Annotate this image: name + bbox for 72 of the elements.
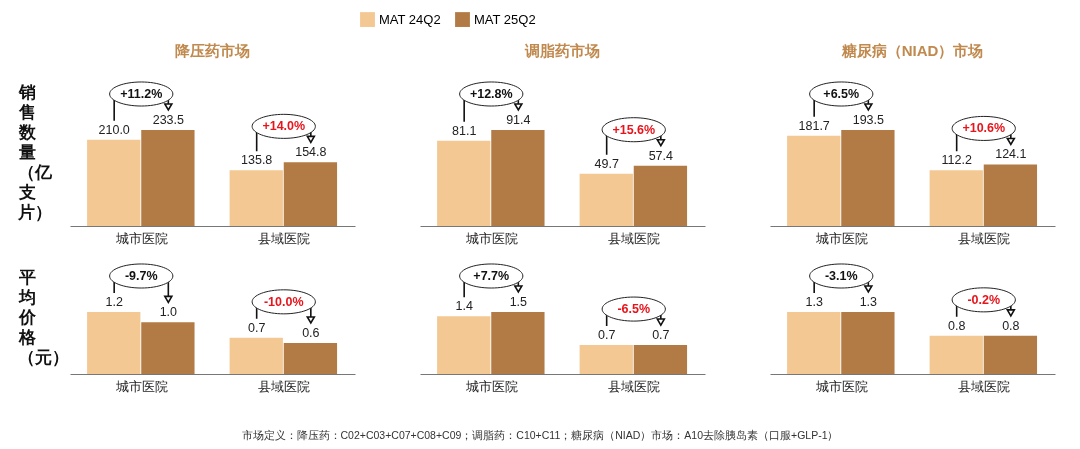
x-tick-label: 县域医院 [258, 230, 311, 246]
y-axis-title: 销售数量（亿支片） [18, 83, 52, 223]
x-tick-label: 城市医院 [114, 378, 168, 394]
bar [229, 337, 283, 374]
y-axis-title: 平均价格（元） [18, 268, 69, 368]
data-label: 112.2 [941, 153, 972, 168]
chart-title: 糖尿病（NIAD）市场 [840, 42, 985, 61]
bar [283, 162, 338, 226]
data-label: 181.7 [798, 118, 830, 133]
bar [87, 139, 141, 226]
bar [283, 343, 338, 374]
text: +7.7% [473, 269, 510, 283]
data-label: 124.1 [995, 147, 1027, 162]
data-label: 193.5 [852, 113, 885, 127]
annotation: +15.6% [612, 122, 656, 137]
data-label: 1.0 [159, 305, 178, 320]
data-label: 210.0 [98, 122, 130, 137]
annotation: +14.0% [262, 119, 306, 134]
data-label: 81.1 [452, 123, 477, 138]
bar [841, 130, 895, 226]
x-tick-label: 城市医院 [814, 378, 868, 394]
data-label: 1.3 [859, 295, 878, 309]
bar [633, 165, 688, 226]
text: +12.8% [469, 87, 513, 101]
bar [787, 135, 841, 226]
chart-title: 调脂药市场 [523, 42, 601, 61]
data-label: 1.2 [105, 295, 123, 309]
text: -9.7% [124, 269, 158, 283]
x-tick-label: 县域医院 [258, 378, 311, 394]
data-label: 1.5 [509, 295, 528, 309]
bar [437, 140, 491, 226]
x-tick-label: 城市医院 [464, 378, 518, 394]
bar [983, 164, 1038, 226]
x-tick-label: 城市医院 [464, 230, 518, 246]
bar [491, 130, 545, 226]
data-label: 57.4 [648, 148, 674, 163]
legend-label: MAT 24Q2 [379, 11, 441, 27]
data-label: 233.5 [152, 113, 185, 127]
bar [229, 170, 283, 226]
text: -3.1% [824, 269, 858, 283]
bar [141, 130, 195, 226]
bar [579, 173, 633, 226]
data-label: 0.7 [652, 328, 670, 343]
data-label: 0.8 [1002, 318, 1020, 333]
data-label: 1.4 [455, 299, 473, 314]
text: -10.0% [263, 294, 304, 309]
data-label: 0.8 [947, 318, 966, 333]
x-tick-label: 县域医院 [958, 378, 1011, 394]
data-label: 0.7 [597, 328, 616, 343]
x-tick-label: 县域医院 [608, 378, 661, 394]
data-label: 49.7 [594, 156, 619, 171]
text: +11.2% [120, 87, 163, 101]
x-tick-label: 县域医院 [608, 230, 661, 246]
text: +6.5% [823, 87, 860, 101]
data-label: 0.7 [247, 320, 266, 335]
data-label: 154.8 [295, 145, 327, 160]
annotation: -6.5% [617, 302, 651, 317]
x-tick-label: 城市医院 [114, 230, 168, 246]
bar [87, 312, 141, 374]
text: -0.2% [967, 292, 1001, 307]
x-tick-label: 县域医院 [958, 230, 1011, 246]
legend-label: MAT 25Q2 [474, 11, 536, 27]
data-label: 0.6 [302, 326, 320, 340]
chart-title: 降压药市场 [174, 42, 251, 61]
data-label: 1.3 [805, 295, 823, 309]
data-label: 91.4 [506, 113, 531, 127]
annotation: +10.6% [962, 121, 1006, 136]
data-label: 135.8 [241, 153, 273, 168]
x-tick-label: 城市医院 [814, 230, 868, 246]
bar [141, 322, 195, 374]
text: 市场定义：降压药：C02+C03+C07+C08+C09；调脂药：C10+C11；糖尿病（NIAD）市场：A10去除胰岛素（口服+GLP-1） [240, 429, 840, 443]
bar [929, 170, 983, 226]
